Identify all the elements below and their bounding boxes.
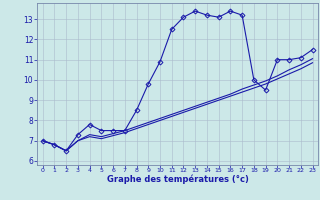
X-axis label: Graphe des températures (°c): Graphe des températures (°c)	[107, 175, 249, 184]
